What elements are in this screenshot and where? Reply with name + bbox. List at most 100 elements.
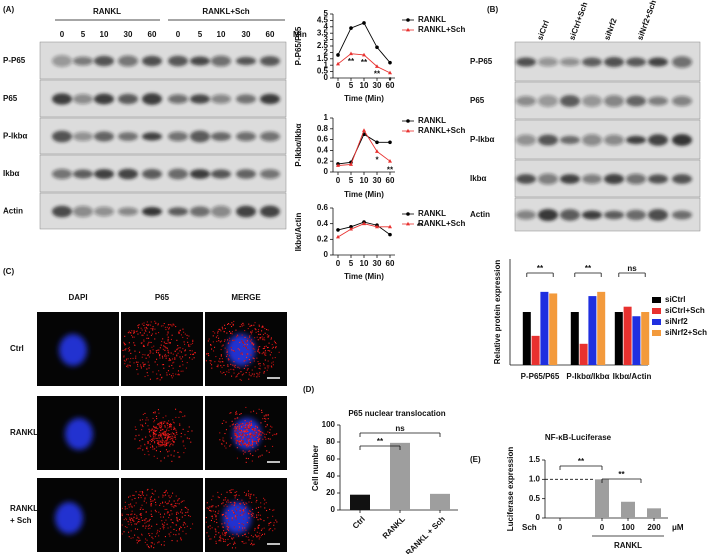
speckle: [147, 525, 149, 527]
speckle: [143, 345, 145, 347]
x-tick-label: 0: [336, 81, 341, 90]
speckle: [148, 331, 150, 333]
p65-signal: [134, 408, 193, 462]
speckle: [263, 415, 265, 417]
speckle: [246, 435, 248, 437]
blot-bands: [516, 134, 692, 146]
speckle: [159, 355, 161, 357]
speckle: [246, 522, 248, 524]
speckle: [149, 378, 151, 380]
speckle: [259, 536, 261, 538]
speckle: [158, 431, 160, 433]
speckle: [238, 526, 240, 528]
speckle: [255, 331, 257, 333]
speckle: [258, 348, 260, 350]
speckle: [170, 526, 172, 528]
speckle: [226, 351, 228, 353]
speckle: [167, 527, 169, 529]
speckle: [255, 441, 257, 443]
speckle: [212, 510, 214, 512]
speckle: [256, 357, 258, 359]
y-tick-label: 1.5: [529, 455, 541, 464]
speckle: [265, 345, 267, 347]
speckle: [147, 528, 149, 530]
p65-signal: [122, 320, 196, 381]
speckle: [245, 423, 247, 425]
legend-label: RANKL+Sch: [418, 126, 465, 135]
speckle: [181, 509, 183, 511]
speckle: [135, 491, 137, 493]
speckle: [258, 514, 260, 516]
speckle: [144, 522, 146, 524]
speckle: [246, 340, 248, 342]
speckle: [176, 348, 178, 350]
speckle: [166, 429, 168, 431]
speckle: [130, 332, 132, 334]
speckle: [240, 508, 242, 510]
speckle: [149, 443, 151, 445]
speckle: [159, 528, 161, 530]
speckle: [231, 333, 233, 335]
speckle: [141, 323, 143, 325]
speckle: [261, 454, 263, 456]
speckle: [144, 498, 146, 500]
speckle: [246, 430, 248, 432]
speckle: [237, 436, 239, 438]
nucleus: [55, 502, 83, 534]
speckle: [211, 364, 213, 366]
speckle: [206, 532, 208, 534]
speckle: [219, 535, 221, 537]
speckle: [138, 494, 140, 496]
speckle: [225, 429, 227, 431]
speckle: [251, 424, 253, 426]
speckle: [269, 429, 271, 431]
speckle: [140, 366, 142, 368]
speckle: [148, 547, 150, 549]
speckle: [179, 519, 181, 521]
speckle: [263, 527, 265, 529]
speckle: [135, 361, 137, 363]
speckle: [254, 434, 256, 436]
speckle: [146, 417, 148, 419]
speckle: [250, 493, 252, 495]
speckle: [141, 504, 143, 506]
speckle: [223, 505, 225, 507]
speckle: [164, 421, 166, 423]
blot-band: [626, 95, 646, 107]
speckle: [169, 424, 171, 426]
speckle: [245, 428, 247, 430]
speckle: [210, 515, 212, 517]
speckle: [240, 371, 242, 373]
speckle: [210, 344, 212, 346]
speckle: [206, 502, 208, 504]
speckle: [254, 432, 256, 434]
speckle: [148, 364, 150, 366]
speckle: [144, 541, 146, 543]
speckle: [187, 341, 189, 343]
speckle: [246, 444, 248, 446]
speckle: [175, 505, 177, 507]
speckle: [156, 378, 158, 380]
y-tick-label: 0.6: [317, 203, 329, 212]
speckle: [275, 434, 277, 436]
speckle: [239, 440, 241, 442]
speckle: [251, 339, 253, 341]
speckle: [229, 355, 231, 357]
speckle: [147, 520, 149, 522]
speckle: [248, 426, 250, 428]
speckle: [224, 532, 226, 534]
speckle: [124, 344, 126, 346]
speckle: [225, 531, 227, 533]
speckle: [175, 530, 177, 532]
speckle: [160, 434, 162, 436]
speckle: [179, 365, 181, 367]
speckle: [154, 441, 156, 443]
speckle: [216, 522, 218, 524]
speckle: [257, 346, 259, 348]
speckle: [233, 320, 235, 322]
speckle: [176, 513, 178, 515]
speckle: [263, 363, 265, 365]
speckle: [188, 426, 190, 428]
blot-band: [672, 95, 692, 107]
speckle: [265, 438, 267, 440]
